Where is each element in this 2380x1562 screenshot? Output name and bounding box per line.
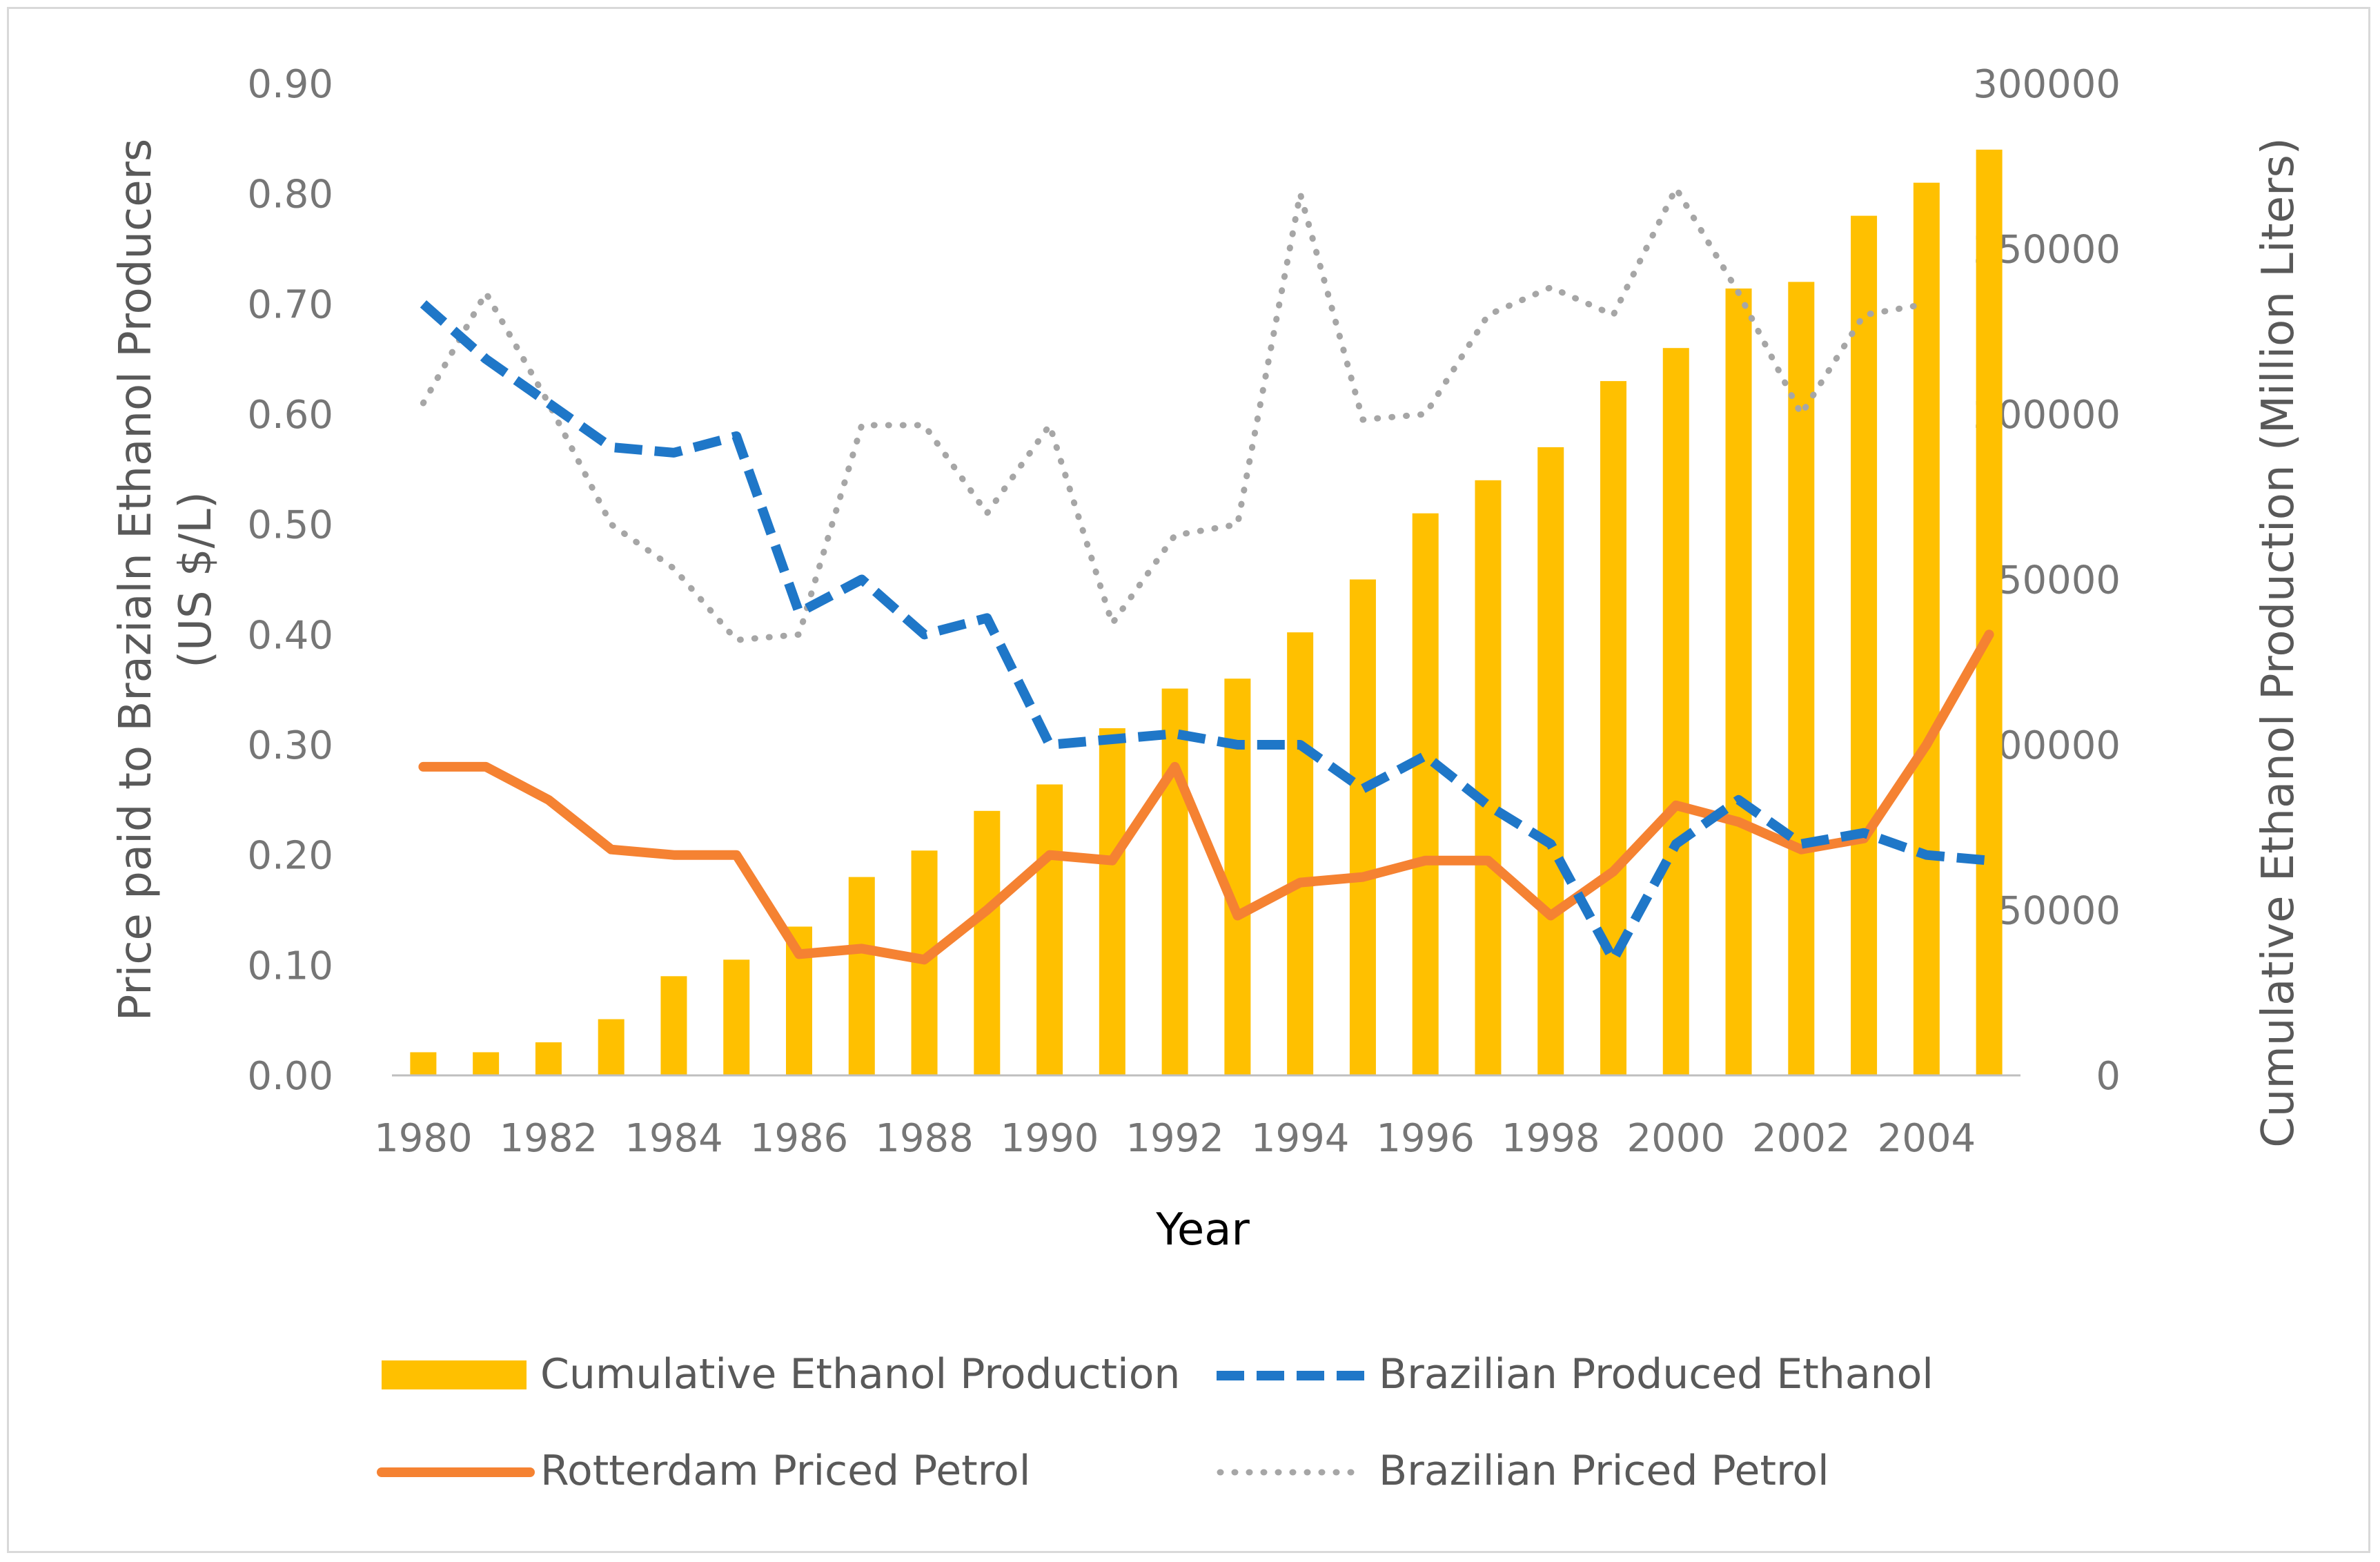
line-rotterdam-priced-petrol [418,629,1994,965]
bar-cumulative-ethanol-2005 [1976,149,2003,1075]
bar-cumulative-ethanol-1996 [1412,513,1439,1075]
x-tick-label: 1990 [1001,1116,1099,1161]
y-left-tick-label: 0.60 [247,393,333,438]
bar-cumulative-ethanol-2004 [1913,182,1940,1076]
legend-label-brazilian-priced-petrol: Brazilian Priced Petrol [1379,1447,1829,1495]
y-axis-right-title: Cumulative Ethanol Production (Million L… [2253,137,2304,1148]
x-tick-label: 1984 [624,1116,723,1161]
legend-swatch-cumulative-ethanol-production [382,1360,527,1389]
chart-canvas: 0.00 0.10 0.20 0.30 0.40 0.50 0.60 0.70 0.80 0.90… [110,62,2304,1495]
x-tick-label: 2002 [1752,1116,1851,1161]
bar-cumulative-ethanol-1994 [1287,632,1314,1075]
bar-cumulative-ethanol-1999 [1600,381,1626,1075]
line-series [418,185,1994,965]
x-tick-label: 1982 [500,1116,598,1161]
bar-cumulative-ethanol-1983 [598,1019,624,1075]
y-left-tick-label: 0.90 [247,62,333,107]
x-tick-label: 2004 [1878,1116,1976,1161]
bar-cumulative-ethanol-1991 [1099,728,1125,1075]
y-left-tick-label: 0.20 [247,834,333,879]
bar-cumulative-ethanol-1987 [848,877,875,1075]
y-left-tick-label: 0.50 [247,503,333,548]
legend-label-cumulative-ethanol-production: Cumulative Ethanol Production [540,1350,1180,1398]
legend-label-rotterdam-priced-petrol: Rotterdam Priced Petrol [540,1447,1030,1495]
bar-cumulative-ethanol-1984 [660,976,687,1075]
y-left-tick-label: 0.70 [247,282,333,327]
y-left-tick-label: 0.30 [247,723,333,768]
bar-cumulative-ethanol-1998 [1537,447,1564,1075]
x-tick-label: 1980 [374,1116,473,1161]
legend-label-brazilian-produced-ethanol: Brazilian Produced Ethanol [1379,1350,1934,1398]
bar-cumulative-ethanol-1993 [1224,679,1251,1075]
bar-cumulative-ethanol-1989 [974,810,1001,1075]
bar-cumulative-ethanol-2002 [1788,282,1815,1075]
legend: Cumulative Ethanol Production Brazilian … [377,1350,1934,1495]
bar-cumulative-ethanol-1995 [1349,579,1376,1075]
bar-cumulative-ethanol-1992 [1161,688,1188,1075]
bar-cumulative-ethanol-1990 [1036,784,1063,1075]
bar-cumulative-ethanol-1997 [1475,480,1502,1075]
bar-cumulative-ethanol-1981 [473,1052,500,1075]
line-brazilian-priced-petrol [420,185,1930,643]
bar-cumulative-ethanol-2003 [1851,215,1878,1076]
chart-frame: 0.00 0.10 0.20 0.30 0.40 0.50 0.60 0.70 0.80 0.90… [7,7,2370,1553]
x-tick-label: 1986 [750,1116,849,1161]
y-right-tick-label: 50000 [1998,889,2121,934]
x-axis-ticks: 1980 1982 1984 1986 1988 1990 1992 1994 1996 1998… [374,1116,1976,1161]
x-tick-label: 1998 [1502,1116,1600,1161]
x-axis-title: Year [1155,1204,1250,1256]
y-left-tick-label: 0.10 [247,944,333,988]
bar-cumulative-ethanol-1982 [535,1042,562,1075]
bar-cumulative-ethanol-1980 [410,1052,437,1075]
bar-cumulative-ethanol-2001 [1725,288,1752,1076]
bar-cumulative-ethanol-2000 [1662,348,1689,1076]
y-left-tick-label: 0.00 [247,1054,333,1099]
y-left-tick-label: 0.40 [247,613,333,658]
line-brazilian-produced-ethanol [420,300,1990,965]
bar-series [410,149,2003,1076]
y-left-tick-label: 0.80 [247,173,333,217]
x-tick-label: 1994 [1251,1116,1350,1161]
x-tick-label: 1992 [1125,1116,1224,1161]
x-tick-label: 2000 [1627,1116,1726,1161]
left-axis-ticks: 0.00 0.10 0.20 0.30 0.40 0.50 0.60 0.70 0.80 0.90 [247,62,333,1099]
y-right-tick-label: 300000 [1973,62,2121,107]
y-axis-left-title-line2: (US $/L) [170,491,222,668]
bar-cumulative-ethanol-1985 [723,959,750,1075]
y-axis-left-title-line1: Price paid to Brazialn Ethanol Producers [110,139,161,1021]
y-right-tick-label: 0 [2096,1054,2121,1099]
x-tick-label: 1988 [875,1116,974,1161]
x-tick-label: 1996 [1376,1116,1475,1161]
